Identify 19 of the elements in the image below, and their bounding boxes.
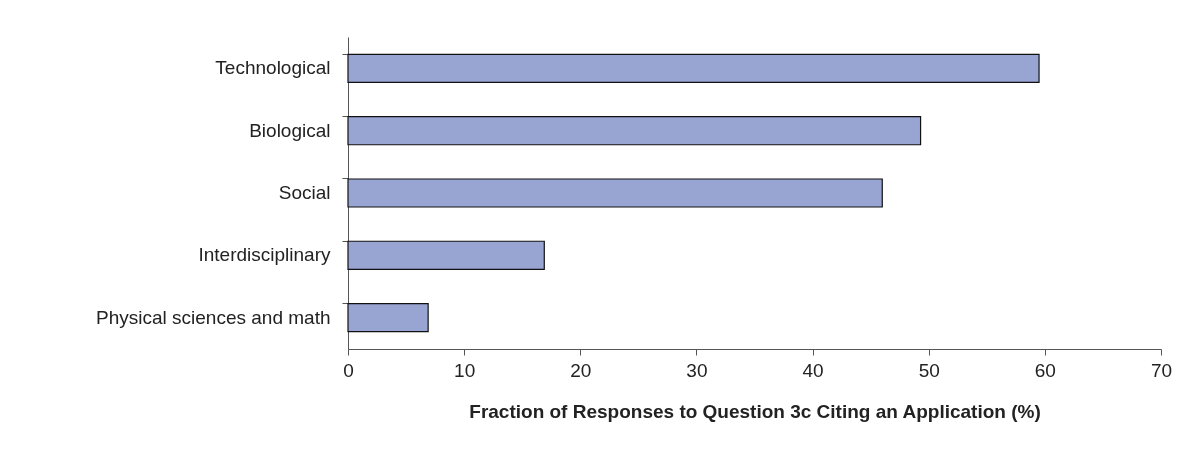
x-tick-label: 0 <box>343 359 354 381</box>
bar <box>347 302 429 333</box>
bar <box>347 116 922 146</box>
y-tick-label: Social <box>278 182 331 203</box>
x-tick-label: 30 <box>686 359 708 381</box>
x-axis-title: Fraction of Responses to Question 3c Citing an Application (%) <box>469 400 1041 422</box>
y-tick-label: Technological <box>215 57 331 79</box>
y-tick-label: Physical sciences and math <box>96 306 331 328</box>
x-tick-label: 60 <box>1034 359 1056 381</box>
bar <box>347 53 1040 84</box>
bar <box>347 178 883 208</box>
y-tick-label: Biological <box>249 119 331 141</box>
x-tick-label: 20 <box>570 359 592 381</box>
x-tick-label: 70 <box>1150 359 1173 381</box>
x-tick-label: 40 <box>802 359 824 381</box>
x-tick-label: 50 <box>918 359 940 381</box>
y-tick-label: Interdisciplinary <box>198 244 331 266</box>
bar <box>347 240 545 270</box>
x-tick-label: 10 <box>454 359 476 381</box>
